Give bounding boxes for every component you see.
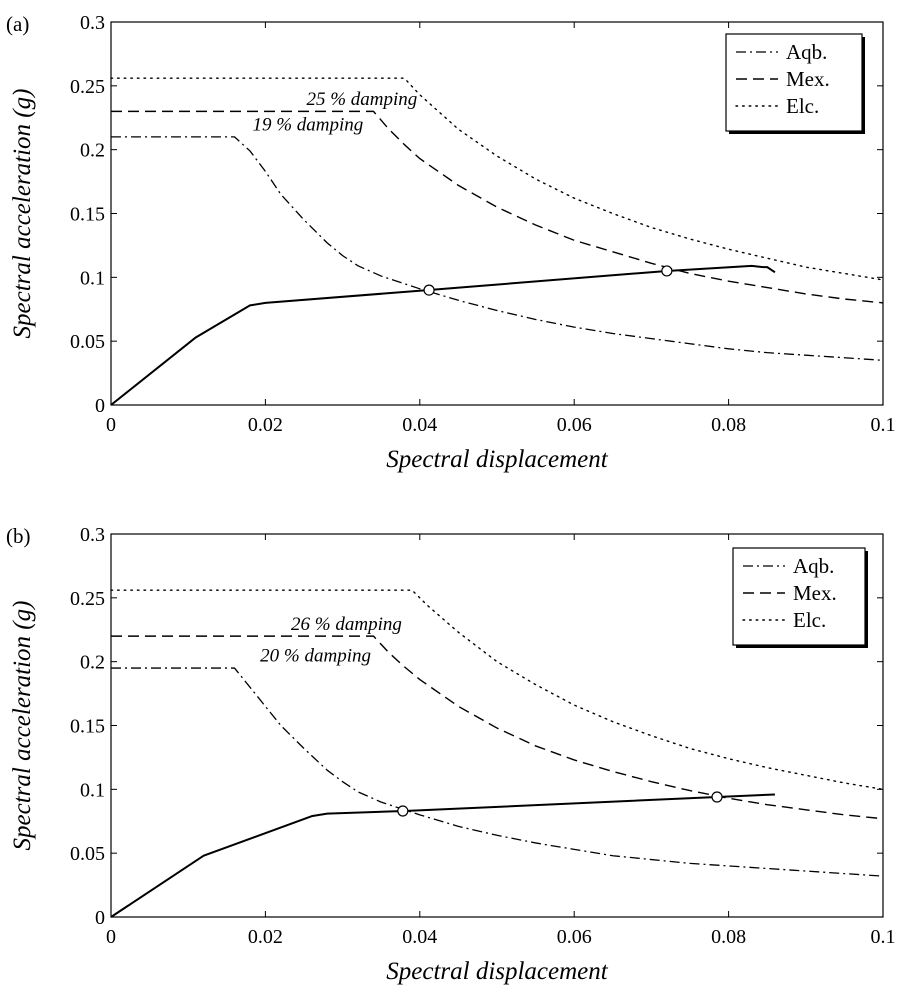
x-axis-label: Spectral displacement — [386, 958, 609, 985]
x-tick-label: 0.04 — [402, 926, 437, 948]
y-tick-label: 0.1 — [80, 779, 105, 801]
series-line-elc — [110, 589, 884, 791]
y-tick-label: 0.3 — [80, 524, 105, 546]
series-line-mex — [111, 110, 884, 304]
damping-annotation: 26 % damping — [291, 614, 402, 635]
y-tick-label: 0.25 — [70, 588, 105, 610]
y-tick-label: 0 — [95, 395, 105, 417]
legend: Aqb. Mex. Elc. — [725, 33, 865, 134]
legend-label-elc: Elc. — [793, 608, 826, 632]
series-line-capacity-curve — [110, 264, 776, 406]
x-tick-label: 0.02 — [248, 414, 283, 436]
damping-annotation: 20 % damping — [260, 646, 371, 667]
x-tick-label: 0.02 — [248, 926, 283, 948]
damping-annotation: 25 % damping — [306, 89, 417, 110]
y-tick-label: 0.2 — [80, 140, 105, 162]
panel-label: (a) — [6, 12, 29, 36]
legend-label-mex: Mex. — [786, 67, 830, 91]
legend-label-elc: Elc. — [786, 94, 819, 118]
y-tick-label: 0.15 — [70, 204, 105, 226]
legend-box — [725, 33, 863, 132]
legend-label-aqb: Aqb. — [793, 554, 834, 578]
performance-point-marker — [423, 284, 435, 296]
y-tick-label: 0.05 — [70, 843, 105, 865]
chart-panel-a: 0 0.02 0.04 0.06 0.08 0.1 0 0.05 0.1 0.15 0.2 0.25 0… — [6, 12, 896, 473]
x-tick-label: 0.06 — [557, 414, 592, 436]
series-line-aqb — [111, 136, 884, 361]
performance-point-marker — [661, 265, 673, 277]
series-line-capacity-curve — [110, 793, 775, 918]
y-tick-label: 0.1 — [80, 267, 105, 289]
x-axis-label: Spectral displacement — [386, 446, 609, 473]
y-tick-label: 0.05 — [70, 331, 105, 353]
y-tick-label: 0.2 — [80, 652, 105, 674]
y-tick-label: 0.15 — [70, 716, 105, 738]
series-line-aqb — [111, 667, 884, 877]
x-tick-label: 0 — [106, 926, 116, 948]
x-tick-label: 0.1 — [871, 414, 896, 436]
x-tick-label: 0 — [106, 414, 116, 436]
legend: Aqb. Mex. Elc. — [732, 547, 868, 648]
legend-box — [732, 547, 866, 646]
y-tick-label: 0 — [95, 907, 105, 929]
y-axis-label: Spectral acceleration (g) — [9, 601, 36, 851]
y-tick-label: 0.3 — [80, 12, 105, 34]
x-tick-label: 0.08 — [711, 926, 746, 948]
x-tick-label: 0.04 — [402, 414, 437, 436]
y-tick-label: 0.25 — [70, 76, 105, 98]
x-tick-label: 0.1 — [871, 926, 896, 948]
x-tick-label: 0.08 — [711, 414, 746, 436]
chart-panel-b: 0 0.02 0.04 0.06 0.08 0.1 0 0.05 0.1 0.15 0.2 0.25 0… — [6, 524, 896, 985]
legend-label-aqb: Aqb. — [786, 40, 827, 64]
legend-label-mex: Mex. — [793, 581, 837, 605]
performance-point-marker — [397, 805, 409, 817]
y-axis-label: Spectral acceleration (g) — [9, 89, 36, 339]
damping-annotation: 19 % damping — [252, 115, 363, 136]
x-tick-label: 0.06 — [557, 926, 592, 948]
performance-point-marker — [711, 791, 723, 803]
series-line-mex — [111, 635, 884, 820]
panel-label: (b) — [6, 524, 31, 548]
